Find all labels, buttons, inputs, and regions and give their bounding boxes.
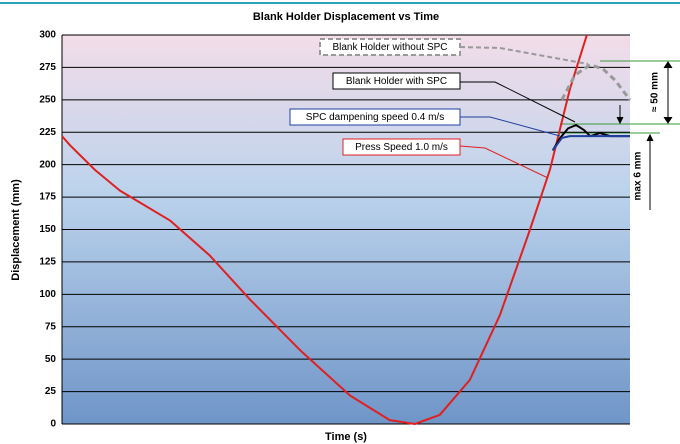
- legend-box: [319, 38, 461, 56]
- legend-box: [342, 138, 461, 156]
- series-line: [551, 135, 630, 151]
- leader-line: [459, 46, 589, 65]
- legend-label: Press Speed 1.0 m/s: [355, 142, 448, 153]
- legend-label: Blank Holder without SPC: [332, 42, 447, 53]
- y-tick-label: 175: [39, 192, 56, 203]
- series-line: [61, 34, 588, 425]
- y-tick-label: 75: [45, 321, 57, 332]
- leader-line: [459, 145, 549, 179]
- legend-box: [332, 72, 461, 90]
- x-axis-label: Time (s): [325, 431, 367, 443]
- y-tick-label: 275: [39, 62, 56, 73]
- y-axis-label: Displacement (mm): [10, 179, 22, 281]
- y-tick-label: 250: [39, 94, 56, 105]
- dimension-marks: [560, 60, 680, 210]
- y-tick-label: 100: [39, 289, 56, 300]
- chart-title: Blank Holder Displacement vs Time: [253, 11, 439, 23]
- y-tick-label: 50: [45, 354, 57, 365]
- y-tick-label: 0: [50, 419, 56, 430]
- y-tick-label: 225: [39, 127, 56, 138]
- leader-line: [460, 81, 576, 123]
- y-tick-label: 25: [45, 386, 57, 397]
- legend-box: [289, 108, 461, 126]
- legend-label: Blank Holder with SPC: [346, 76, 447, 87]
- legend-label: SPC dampening speed 0.4 m/s: [306, 112, 444, 123]
- leader-line: [460, 116, 561, 137]
- series-line: [560, 63, 632, 101]
- series-line: [551, 123, 630, 151]
- y-tick-label: 300: [39, 30, 56, 41]
- y-tick-label: 200: [39, 159, 56, 170]
- y-tick-label: 150: [39, 224, 56, 235]
- annotation: ≈ 50 mm: [650, 72, 661, 112]
- y-tick-label: 125: [39, 257, 56, 268]
- annotation: max 6 mm: [633, 151, 644, 200]
